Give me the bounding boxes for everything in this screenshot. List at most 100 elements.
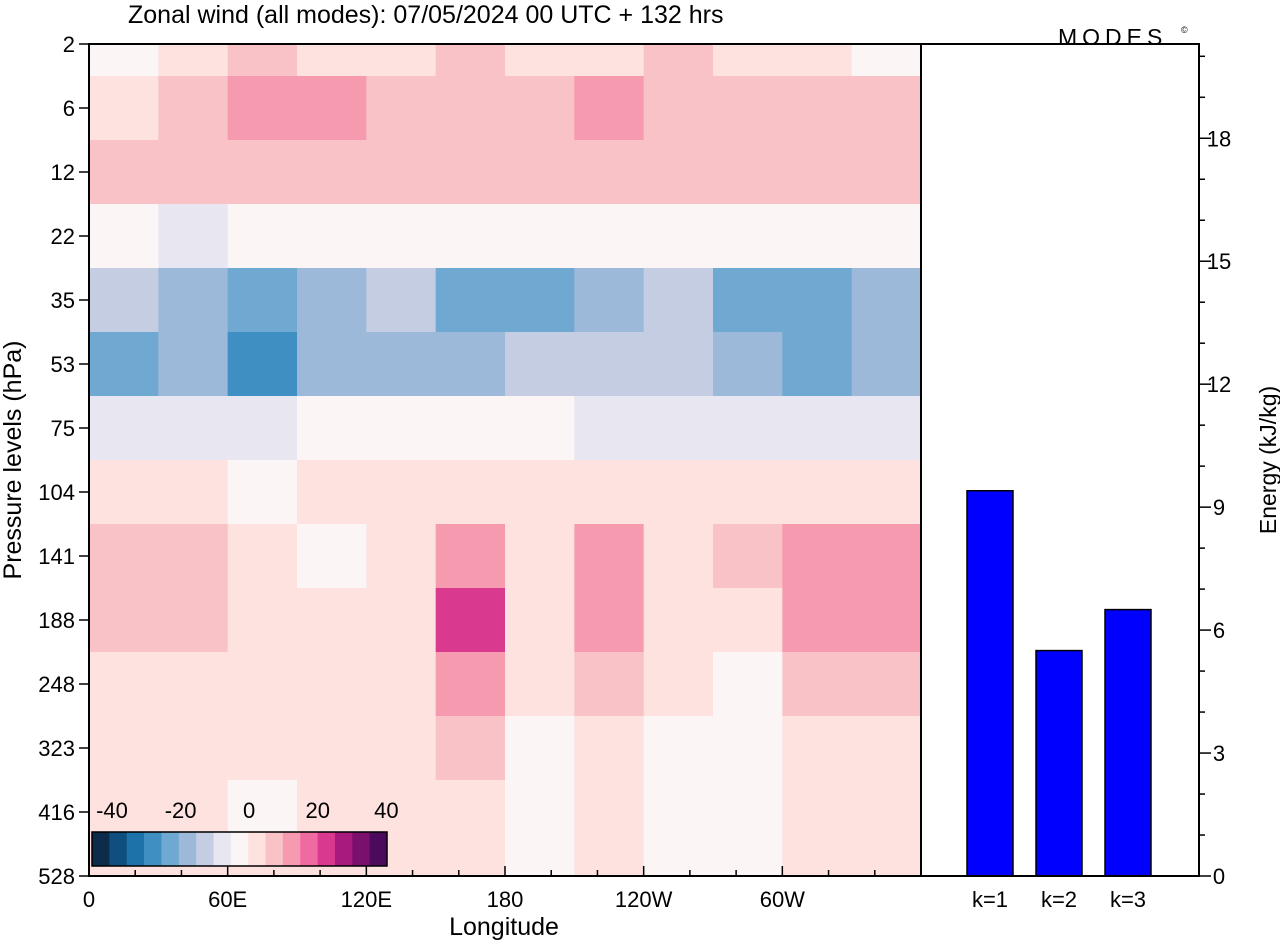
heatmap-cell [782,396,853,461]
y-tick-label: 22 [51,224,75,249]
heatmap-cell [89,460,159,525]
heatmap-cell [782,652,853,717]
heatmap-cell [713,460,783,525]
x-tick-label: 120W [615,887,673,912]
energy-tick-label: 15 [1207,249,1231,274]
bar-category-label: k=1 [972,887,1008,912]
heatmap-cell [158,396,229,461]
colorbar-swatch [248,832,266,866]
heatmap-cell [574,396,645,461]
heatmap-cell [435,268,506,333]
colorbar-swatch [161,832,180,866]
heatmap-cell [227,396,298,461]
heatmap-cell [643,460,714,525]
heatmap-cell [435,44,506,77]
energy-bar-chart: k=1 k=2 k=3 [966,489,1152,912]
heatmap-cell [574,780,645,845]
heatmap-cell [227,140,298,205]
heatmap-cell [435,396,506,461]
colorbar-label: 20 [306,798,330,823]
heatmap-cell [505,588,575,653]
heatmap-cell [366,268,437,333]
heatmap-cell [643,332,714,397]
heatmap-cell [89,268,159,333]
heatmap-cell [851,780,922,845]
heatmap-cell [227,268,298,333]
colorbar-swatch [178,832,197,866]
heatmap-cell [713,524,783,589]
heatmap-cell [366,652,437,717]
heatmap-cell [89,524,159,589]
heatmap-cell [297,76,367,141]
colorbar-swatch [317,832,336,866]
heatmap-cell [158,332,229,397]
y-tick-label: 2 [63,32,75,57]
heatmap-cell [713,844,783,877]
heatmap-cell [782,140,853,205]
energy-tick-label: 12 [1207,372,1231,397]
y-tick-label: 248 [38,672,75,697]
heatmap-cell [89,588,159,653]
heatmap-cell [643,844,714,877]
x-tick-label: 60E [208,887,247,912]
heatmap-cell [643,44,714,77]
colorbar-swatch [334,832,353,866]
modes-logo-mark: © [1181,25,1188,35]
heatmap-cell [851,588,922,653]
heatmap-cell [782,76,853,141]
heatmap-cell [297,652,367,717]
bar-category-label: k=3 [1110,887,1146,912]
heatmap-cell [713,716,783,781]
heatmap-cell [713,268,783,333]
heatmap-cell [713,76,783,141]
heatmap-cell [782,588,853,653]
heatmap-cell [643,396,714,461]
heatmap-cell [574,204,645,269]
heatmap-cell [435,652,506,717]
heatmap-cell [643,716,714,781]
energy-tick-label: 3 [1213,741,1225,766]
heatmap-cell [297,268,367,333]
heatmap-cell [297,204,367,269]
heatmap-cell [158,204,229,269]
heatmap-cell [366,76,437,141]
heatmap-cell [574,844,645,877]
colorbar-swatch [300,832,318,866]
x-tick-label: 60W [760,887,805,912]
heatmap-cell [435,716,506,781]
colorbar: -40 -20 0 20 40 [91,798,399,867]
energy-bar [1104,608,1152,877]
heatmap-cell [227,588,298,653]
heatmap-cell [782,204,853,269]
heatmap-cell [227,716,298,781]
colorbar-label: 0 [243,798,255,823]
y-axis-label: Pressure levels (hPa) [0,341,27,580]
heatmap-cell [227,460,298,525]
heatmap-cell [643,140,714,205]
colorbar-swatch [144,832,162,866]
heatmap-cell [713,332,783,397]
modes-logo: MODES [1058,24,1167,50]
colorbar-swatch [109,832,128,866]
energy-axes: 0 3 6 9 12 15 18 [1199,55,1231,889]
heatmap-cell [435,204,506,269]
heatmap-cell [713,652,783,717]
energy-tick-label: 9 [1213,495,1225,520]
energy-axis-label: Energy (kJ/kg) [1255,386,1280,534]
heatmap-cell [574,524,645,589]
heatmap-cell [851,268,922,333]
heatmap-cell [505,44,575,77]
heatmap-cell [851,716,922,781]
colorbar-swatch [230,832,249,866]
heatmap-cell [158,652,229,717]
heatmap-cell [574,588,645,653]
heatmap-cell [89,652,159,717]
heatmap-cell [297,588,367,653]
heatmap-cell [505,524,575,589]
heatmap-cell [366,396,437,461]
colorbar-swatch [282,832,301,866]
heatmap-cell [435,780,506,845]
heatmap-cell [574,76,645,141]
heatmap-cell [366,588,437,653]
heatmap-cell [89,76,159,141]
